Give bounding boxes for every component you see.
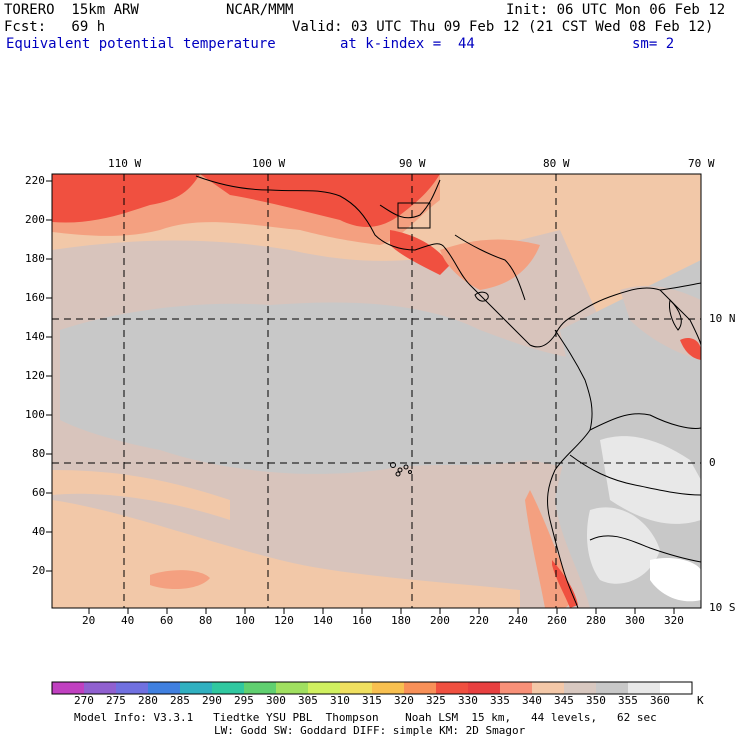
colorbar-swatch: [596, 682, 629, 694]
forecast-hour: Fcst: 69 h: [4, 19, 106, 35]
colorbar-swatch: [212, 682, 245, 694]
colorbar-value: 285: [170, 694, 190, 707]
colorbar-swatch: [372, 682, 405, 694]
center-name: NCAR/MMM: [226, 2, 294, 18]
y-tick: 160: [25, 291, 45, 304]
y-tick: 40: [32, 525, 46, 538]
colorbar-value: 310: [330, 694, 350, 707]
colorbar-value: 315: [362, 694, 382, 707]
field-name: Equivalent potential temperature: [6, 36, 276, 52]
x-tick: 140: [313, 614, 333, 627]
galapagos-islands: [390, 462, 412, 477]
map-frame: [51, 173, 702, 609]
x-tick: 160: [352, 614, 372, 627]
coastlines: [195, 175, 701, 608]
y-tick: 120: [25, 369, 45, 382]
colorbar-value: 360: [650, 694, 670, 707]
colorbar-value: 335: [490, 694, 510, 707]
colorbar-swatch: [308, 682, 341, 694]
valid-time: Valid: 03 UTC Thu 09 Feb 12 (21 CST Wed …: [292, 19, 714, 35]
colorbar-swatch: [276, 682, 309, 694]
lat-label-0: 0: [709, 456, 716, 469]
colorbar-value: 275: [106, 694, 126, 707]
x-tick: 40: [121, 614, 135, 627]
colorbar-value: 270: [74, 694, 94, 707]
colorbar-swatch: [244, 682, 277, 694]
init-time: Init: 06 UTC Mon 06 Feb 12: [506, 2, 726, 18]
colorbar-swatch: [404, 682, 437, 694]
colorbar-value: 350: [586, 694, 606, 707]
colorbar-value: 330: [458, 694, 478, 707]
colorbar-swatch: [180, 682, 213, 694]
x-tick: 280: [586, 614, 606, 627]
colorbar-value: 300: [266, 694, 286, 707]
colorbar-swatch: [500, 682, 533, 694]
lon-label-80w: 80 W: [543, 157, 570, 170]
y-tick: 60: [32, 486, 46, 499]
y-tick: 80: [32, 447, 46, 460]
lon-label-90w: 90 W: [399, 157, 426, 170]
colorbar-value: 320: [394, 694, 414, 707]
x-tick: 300: [625, 614, 645, 627]
y-tick: 20: [32, 564, 46, 577]
x-tick: 80: [199, 614, 213, 627]
temperature-field: [52, 174, 701, 608]
colorbar-value: 280: [138, 694, 158, 707]
y-tick: 180: [25, 252, 45, 265]
colorbar-swatch: [436, 682, 469, 694]
colorbar-swatch: [564, 682, 597, 694]
y-tick: 140: [25, 330, 45, 343]
lon-label-70w: 70 W: [688, 157, 715, 170]
x-tick: 200: [430, 614, 450, 627]
colorbar-swatch: [148, 682, 181, 694]
colorbar-swatch: [628, 682, 661, 694]
colorbar-value: 355: [618, 694, 638, 707]
x-tick: 240: [508, 614, 528, 627]
model-info: Model Info: V3.3.1 Tiedtke YSU PBL Thomp…: [74, 711, 657, 724]
colorbar-swatch: [52, 682, 85, 694]
lat-label-10s: 10 S: [709, 601, 736, 614]
colorbar-swatch: [340, 682, 373, 694]
colorbar-value: 305: [298, 694, 318, 707]
y-tick: 100: [25, 408, 45, 421]
axis-ticks: [46, 180, 675, 614]
colorbar-swatch: [116, 682, 149, 694]
colorbar-value: 290: [202, 694, 222, 707]
y-tick: 200: [25, 213, 45, 226]
colorbar-value: 345: [554, 694, 574, 707]
colorbar-value: 340: [522, 694, 542, 707]
colorbar-value: 325: [426, 694, 446, 707]
physics-info: LW: Godd SW: Goddard DIFF: simple KM: 2D…: [214, 724, 526, 737]
colorbar-swatch: [468, 682, 501, 694]
colorbar-swatch: [532, 682, 565, 694]
x-tick: 60: [160, 614, 174, 627]
y-tick: 220: [25, 174, 45, 187]
x-tick: 100: [235, 614, 255, 627]
model-name: TORERO 15km ARW: [4, 2, 139, 18]
x-tick: 20: [82, 614, 96, 627]
colorbar-unit: K: [697, 694, 704, 707]
x-tick: 220: [469, 614, 489, 627]
x-tick: 120: [274, 614, 294, 627]
x-tick: 180: [391, 614, 411, 627]
colorbar: [52, 682, 693, 694]
lat-lon-grid: [52, 174, 701, 608]
x-tick: 260: [547, 614, 567, 627]
level-info: at k-index = 44: [340, 36, 475, 52]
lon-label-110w: 110 W: [108, 157, 142, 170]
colorbar-frame: [51, 681, 693, 695]
x-tick: 320: [664, 614, 684, 627]
lon-label-100w: 100 W: [252, 157, 286, 170]
colorbar-value: 295: [234, 694, 254, 707]
lat-label-10n: 10 N: [709, 312, 736, 325]
colorbar-swatch: [660, 682, 693, 694]
colorbar-swatch: [84, 682, 117, 694]
smoothing-info: sm= 2: [632, 36, 675, 52]
